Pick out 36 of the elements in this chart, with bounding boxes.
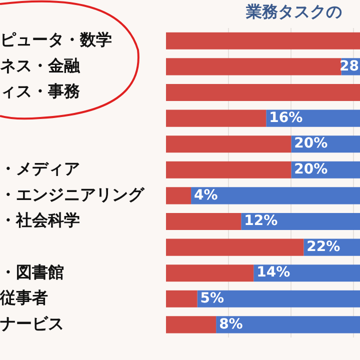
data-label: 8% bbox=[219, 316, 243, 332]
y-tick-label: ィス・事務 bbox=[0, 82, 81, 101]
y-tick-label: 従事者 bbox=[0, 288, 48, 308]
data-label: 5% bbox=[200, 290, 224, 307]
data-label: 20% bbox=[294, 162, 328, 178]
bar bbox=[166, 110, 266, 127]
data-label: 14% bbox=[256, 264, 290, 281]
bar bbox=[166, 290, 198, 308]
data-label: 4% bbox=[194, 187, 218, 204]
chart-title: 業務タスクの bbox=[246, 2, 342, 23]
bar bbox=[166, 32, 360, 50]
y-tick-label: ・メディア bbox=[0, 159, 80, 178]
bar bbox=[166, 212, 242, 230]
y-tick-label: ・図書館 bbox=[0, 262, 64, 282]
bar bbox=[166, 316, 216, 334]
y-tick-label: ピュータ・数学 bbox=[0, 30, 112, 50]
y-tick-label: ナービス bbox=[0, 314, 64, 333]
data-label: 12% bbox=[244, 213, 278, 230]
y-tick-label: ・エンジニアリング bbox=[0, 184, 145, 204]
bar bbox=[191, 187, 360, 204]
bar bbox=[166, 136, 292, 153]
bar bbox=[216, 316, 360, 334]
data-label: 20% bbox=[294, 136, 328, 152]
bar bbox=[166, 84, 360, 102]
data-label: 22% bbox=[306, 238, 340, 255]
data-label: 16% bbox=[269, 110, 303, 126]
bar bbox=[166, 264, 254, 282]
bar bbox=[197, 290, 360, 308]
y-tick-label: ネス・金融 bbox=[0, 56, 81, 75]
bar bbox=[166, 161, 292, 178]
bar bbox=[166, 187, 192, 204]
bar bbox=[166, 58, 342, 76]
y-tick-label: ・社会科学 bbox=[0, 210, 80, 230]
bar bbox=[166, 238, 304, 256]
bar bbox=[254, 264, 360, 282]
bar bbox=[241, 212, 360, 230]
